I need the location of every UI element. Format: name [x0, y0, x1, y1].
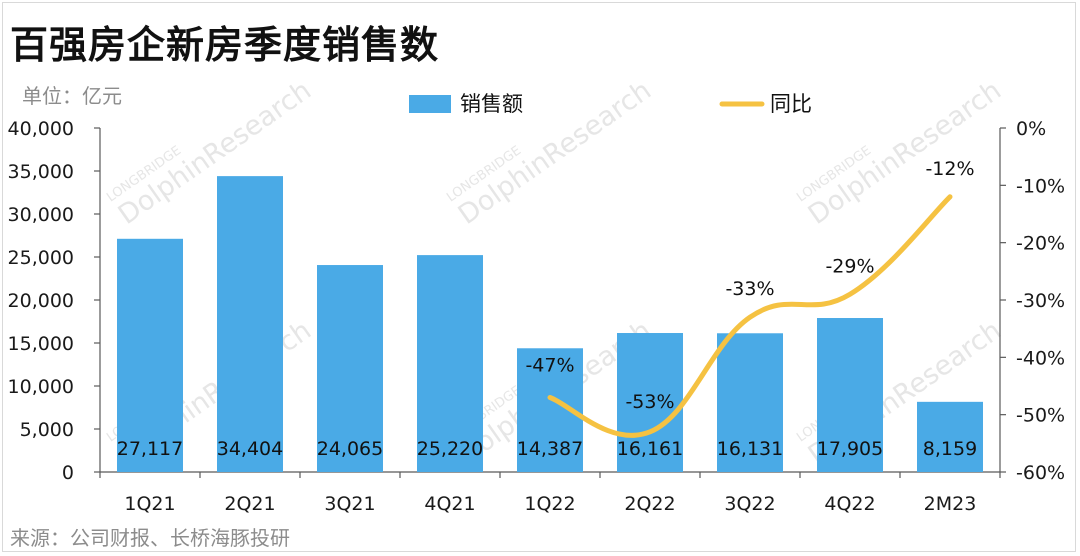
bar-value-label: 27,117: [117, 438, 183, 460]
line-layer: [547, 194, 953, 438]
watermark-name: DolphinResearch: [803, 75, 1007, 231]
bar: [817, 318, 883, 472]
x-tick-label: 3Q21: [324, 493, 375, 515]
legend-bar-swatch: [409, 95, 451, 113]
left-tick-label: 0: [62, 462, 74, 484]
bar: [217, 176, 283, 472]
right-tick-label: -50%: [1016, 405, 1065, 427]
bar: [417, 255, 483, 472]
chart-title: 百强房企新房季度销售数: [10, 23, 440, 67]
bar-value-label: 8,159: [923, 438, 977, 460]
bar: [117, 238, 183, 472]
bars-layer: [117, 176, 983, 472]
line-value-label: -53%: [625, 391, 674, 413]
bar: [317, 265, 383, 472]
x-tick-label: 3Q22: [724, 493, 775, 515]
left-tick-label: 30,000: [8, 204, 74, 226]
bar-value-label: 24,065: [317, 438, 383, 460]
legend-line-label: 同比: [770, 92, 812, 116]
left-tick-label: 40,000: [8, 118, 74, 140]
right-tick-label: -20%: [1016, 233, 1065, 255]
right-tick-label: 0%: [1016, 118, 1046, 140]
bar-value-label: 16,131: [717, 438, 783, 460]
left-tick-label: 25,000: [8, 247, 74, 269]
bar-value-label: 17,905: [817, 438, 883, 460]
watermark-name: DolphinResearch: [113, 75, 317, 231]
left-tick-label: 20,000: [8, 290, 74, 312]
x-tick-label: 2Q22: [624, 493, 675, 515]
line-value-label: -12%: [925, 158, 974, 180]
axes-layer: 0 5,000 10,000 15,000 20,000 25,000 30,000 35,0…: [8, 118, 1066, 515]
bar: [717, 333, 783, 472]
line-value-label: -33%: [725, 278, 774, 300]
legend-bar-label: 销售额: [460, 92, 523, 116]
left-tick-label: 5,000: [20, 419, 74, 441]
left-tick-label: 15,000: [8, 333, 74, 355]
right-tick-label: -10%: [1016, 175, 1065, 197]
line-value-label: -29%: [825, 255, 874, 277]
unit-label: 单位：亿元: [22, 84, 122, 108]
left-tick-label: 10,000: [8, 376, 74, 398]
x-tick-label: 2Q21: [224, 493, 275, 515]
bar-value-label: 14,387: [517, 438, 583, 460]
bar: [617, 333, 683, 472]
bar: [917, 401, 983, 472]
yoy-line: [547, 194, 953, 438]
bar-value-label: 16,161: [617, 438, 683, 460]
legend: 销售额 同比: [409, 92, 812, 116]
source-note: 来源：公司财报、长桥海豚投研: [10, 526, 290, 550]
x-tick-label: 2M23: [924, 493, 977, 515]
right-tick-label: -40%: [1016, 347, 1065, 369]
x-tick-label: 1Q21: [124, 493, 175, 515]
left-tick-label: 35,000: [8, 161, 74, 183]
x-tick-label: 4Q21: [424, 493, 475, 515]
labels-layer: 27,117 34,404 24,065 25,220 14,387 16,161 16,1…: [117, 158, 977, 460]
right-tick-label: -60%: [1016, 462, 1065, 484]
right-tick-label: -30%: [1016, 290, 1065, 312]
bar-value-label: 25,220: [417, 438, 483, 460]
line-value-label: -47%: [525, 354, 574, 376]
x-tick-label: 1Q22: [524, 493, 575, 515]
bar-value-label: 34,404: [217, 438, 283, 460]
x-tick-label: 4Q22: [824, 493, 875, 515]
